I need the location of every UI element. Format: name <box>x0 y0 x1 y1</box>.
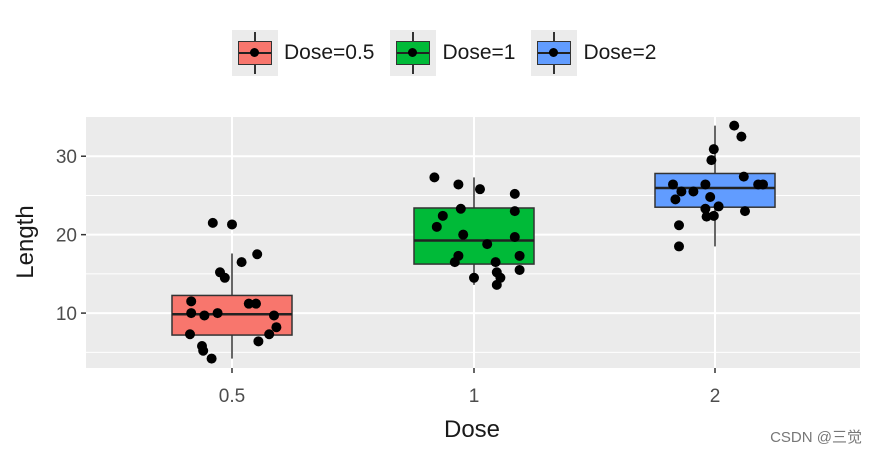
data-point <box>514 264 525 275</box>
data-point <box>269 310 279 321</box>
data-point <box>676 186 687 197</box>
data-point <box>458 229 469 240</box>
data-point <box>700 203 711 214</box>
legend-label: Dose=1 <box>442 41 516 64</box>
data-point <box>514 250 525 261</box>
data-point <box>700 179 711 190</box>
data-point <box>729 120 740 131</box>
data-point <box>509 188 520 199</box>
data-point <box>212 308 223 319</box>
data-point <box>738 171 749 182</box>
data-point <box>207 217 218 228</box>
data-point <box>251 298 261 309</box>
data-point <box>491 279 502 290</box>
data-point <box>509 206 520 217</box>
legend-item-dose-1: Dose=1 <box>390 30 515 76</box>
data-point <box>482 239 493 250</box>
data-point <box>688 186 699 197</box>
data-point <box>431 221 442 232</box>
data-point <box>455 203 466 214</box>
axes: 10 20 30 0.5 1 2 <box>56 147 720 407</box>
legend-key-dose-1 <box>390 30 437 76</box>
y-axis-label: Length <box>12 205 39 278</box>
x-tick-label: 2 <box>710 386 721 407</box>
legend-key-dose-2 <box>531 30 578 76</box>
data-point <box>668 179 678 190</box>
data-point <box>236 257 247 268</box>
data-point <box>243 298 254 309</box>
data-point <box>740 206 750 217</box>
data-point <box>185 329 195 340</box>
y-tick-label: 30 <box>56 147 77 168</box>
data-point <box>670 194 681 205</box>
data-point <box>475 184 485 195</box>
data-point <box>708 144 719 155</box>
data-point <box>706 155 717 166</box>
data-point <box>186 296 197 307</box>
data-point <box>199 310 210 321</box>
data-point <box>453 179 464 190</box>
data-point <box>469 272 479 283</box>
data-point <box>509 232 520 243</box>
data-point <box>758 179 768 190</box>
y-tick-label: 20 <box>56 226 77 247</box>
data-point <box>701 211 712 222</box>
data-point <box>198 345 209 356</box>
legend-label: Dose=2 <box>583 41 657 64</box>
legend-label: Dose=0.5 <box>284 41 375 64</box>
data-point <box>206 353 217 364</box>
legend-item-dose-0-5: Dose=0.5 <box>232 30 374 76</box>
data-point <box>708 210 719 221</box>
data-point <box>437 210 448 221</box>
data-point <box>705 192 716 203</box>
x-axis-label: Dose <box>444 416 500 443</box>
data-point <box>490 257 501 268</box>
data-point <box>674 220 684 231</box>
legend-key-dose-0-5 <box>232 30 278 76</box>
data-point <box>227 219 237 230</box>
data-point <box>252 249 263 260</box>
x-tick-label: 1 <box>469 386 480 407</box>
data-point <box>736 131 747 142</box>
data-point <box>219 272 230 283</box>
data-point <box>253 336 264 347</box>
data-point <box>713 201 724 212</box>
data-point <box>264 329 275 340</box>
legend: Dose=0.5 Dose=1 Dose=2 <box>232 30 672 76</box>
legend-item-dose-2: Dose=2 <box>531 30 656 76</box>
data-point <box>449 257 460 268</box>
x-tick-label: 0.5 <box>219 386 245 407</box>
data-points <box>185 120 768 364</box>
data-point <box>186 308 197 319</box>
y-tick-label: 10 <box>56 304 77 325</box>
data-point <box>429 172 440 183</box>
data-point <box>674 241 684 252</box>
watermark: CSDN @三觉 <box>770 429 862 446</box>
data-point <box>271 322 282 333</box>
